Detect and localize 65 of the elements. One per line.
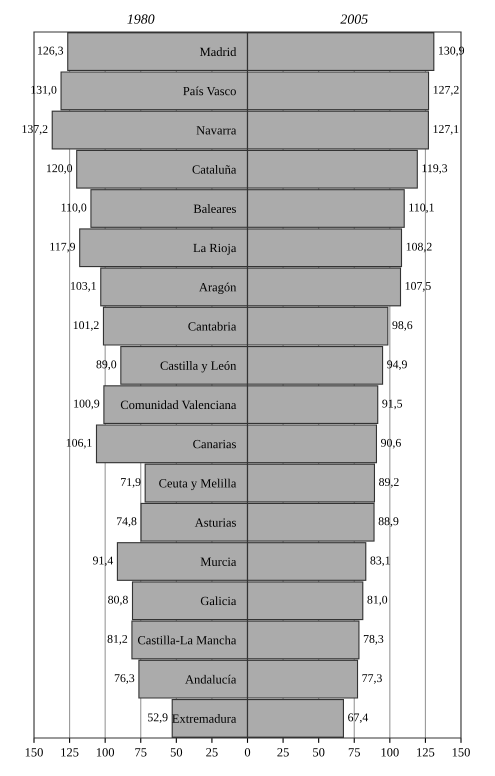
x-tick-label: 0 <box>244 748 250 757</box>
data-label: 107,5 <box>406 282 431 292</box>
y-tick-label: Comunidad Valenciana <box>120 400 236 410</box>
data-label: 52,9 <box>148 713 168 724</box>
data-label: 108,2 <box>406 242 432 252</box>
chart-title: 2005 <box>340 14 368 24</box>
data-label: 127,1 <box>434 125 458 135</box>
y-tick-label: Ceuta y Melilla <box>159 478 236 490</box>
data-label: 94,9 <box>387 360 407 370</box>
data-label: 103,1 <box>71 282 96 292</box>
x-tick-label: 150 <box>26 748 43 757</box>
data-label: 89,2 <box>379 478 399 488</box>
data-label: 89,0 <box>96 360 116 370</box>
data-label: 91,4 <box>92 556 114 566</box>
data-label: 110,1 <box>409 203 434 214</box>
data-label: 77,3 <box>362 674 382 684</box>
data-label: 110,0 <box>62 203 86 214</box>
data-label: 76,3 <box>114 674 134 684</box>
y-tick-label: Castilla-La Mancha <box>138 636 236 644</box>
data-label: 88,9 <box>378 517 398 527</box>
y-tick-label: Madrid <box>200 47 236 56</box>
data-label: 126,3 <box>38 46 64 56</box>
x-tick-label: 25 <box>277 748 289 757</box>
data-label: 81,2 <box>108 634 128 645</box>
y-tick-label: Cantabria <box>188 322 236 331</box>
data-label: 71,9 <box>121 478 141 488</box>
x-tick-label: 100 <box>382 748 399 757</box>
data-label: 83,1 <box>370 556 390 566</box>
x-tick-label: 75 <box>135 748 147 757</box>
x-tick-label: 125 <box>417 748 434 757</box>
data-label: 119,3 <box>422 164 448 174</box>
data-label: 78,3 <box>364 634 384 645</box>
y-tick-label: Aragón <box>199 282 236 294</box>
y-tick-label: Canarias <box>193 440 236 448</box>
y-tick-label: Andalucía <box>185 674 236 684</box>
x-tick-label: 25 <box>206 748 218 757</box>
data-label: 67,4 <box>348 713 368 724</box>
data-label: 101,2 <box>74 321 99 331</box>
y-tick-label: Castilla y León <box>160 361 236 372</box>
y-tick-label: Asturias <box>194 518 236 527</box>
data-label: 90,6 <box>381 438 401 448</box>
y-tick-label: La Rioja <box>193 244 236 255</box>
data-label: 100,9 <box>74 400 100 410</box>
y-tick-label: País Vasco <box>183 86 236 96</box>
y-tick-label: Navarra <box>196 126 236 135</box>
data-label: 117,9 <box>50 242 76 252</box>
data-label: 81,0 <box>367 596 388 606</box>
x-tick-label: 75 <box>348 748 360 757</box>
x-tick-label: 50 <box>313 748 324 757</box>
data-label: 98,6 <box>392 321 412 331</box>
x-tick-label: 100 <box>96 748 114 757</box>
x-tick-label: 150 <box>452 748 470 757</box>
data-label: 91,5 <box>382 400 402 410</box>
data-label: 120,0 <box>47 164 72 174</box>
chart-title: 1980 <box>127 14 154 24</box>
data-label: 106,1 <box>66 438 92 448</box>
x-tick-label: 50 <box>170 748 182 757</box>
data-label: 80,8 <box>108 596 128 606</box>
y-tick-label: Baleares <box>194 204 236 213</box>
data-label: 127,2 <box>434 86 459 96</box>
y-tick-label: Galicia <box>200 596 236 606</box>
x-tick-label: 125 <box>61 748 78 757</box>
y-tick-label: Murcia <box>200 558 236 566</box>
data-label: 74,8 <box>116 517 136 527</box>
y-tick-label: Cataluña <box>192 164 236 174</box>
